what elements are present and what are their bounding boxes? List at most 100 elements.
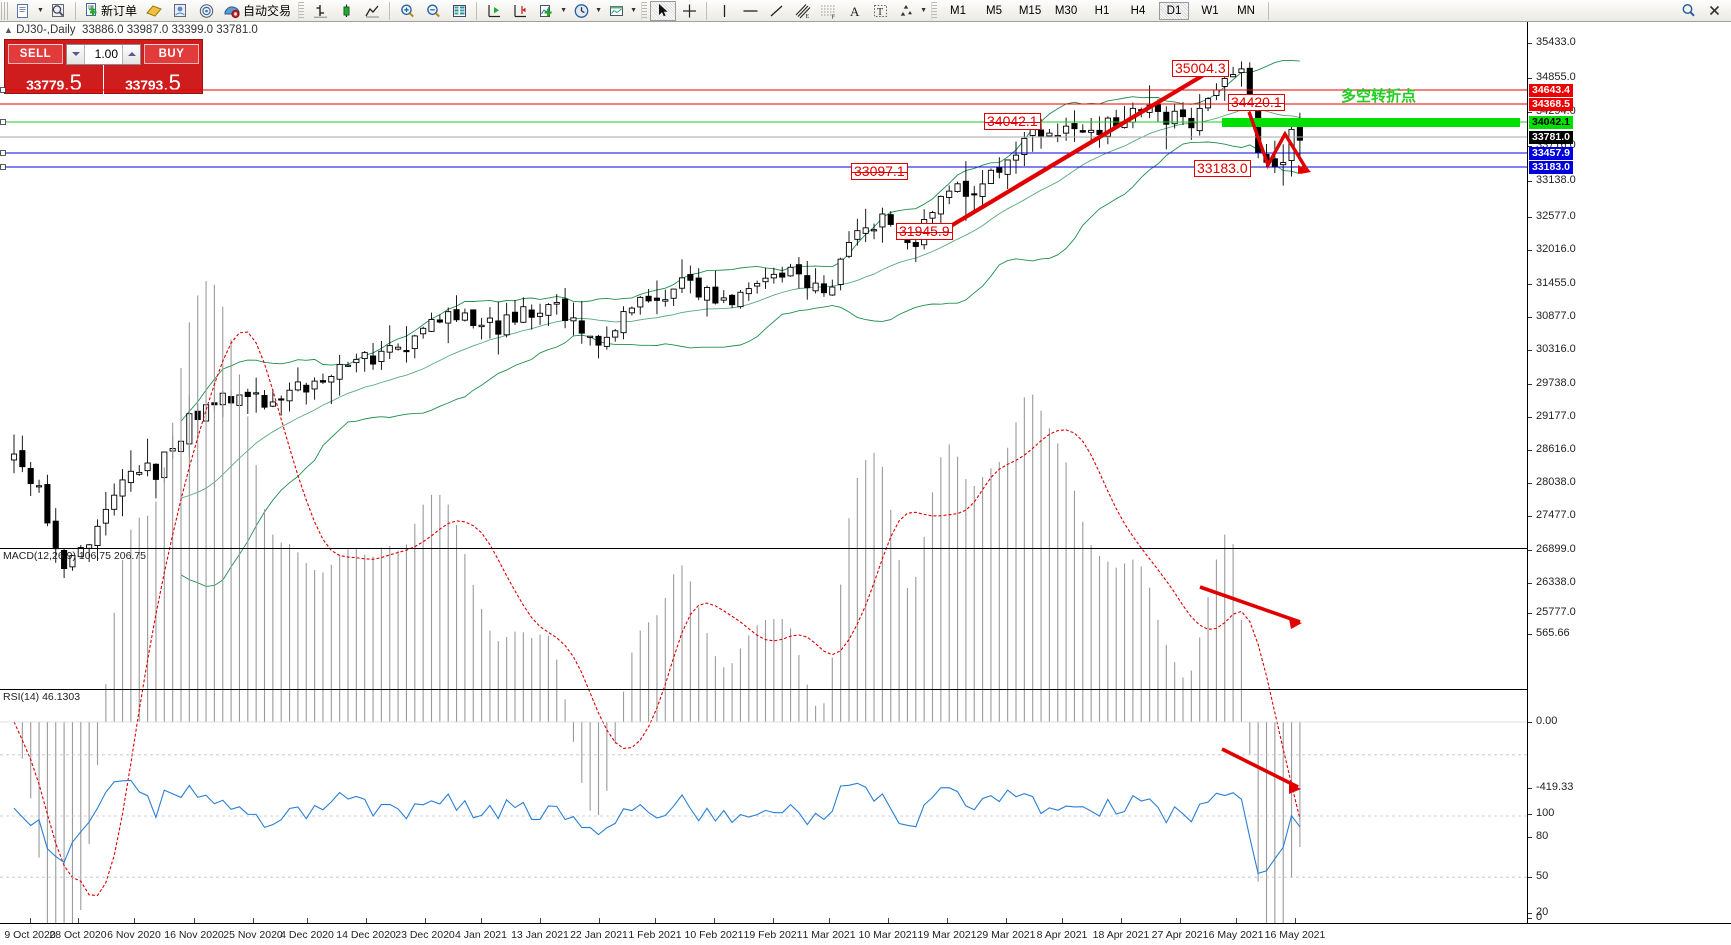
timeframe-h1[interactable]: H1 — [1094, 4, 1110, 17]
new-chart-icon[interactable] — [10, 1, 36, 21]
horizontal-line-icon[interactable] — [737, 1, 763, 21]
close-icon[interactable] — [1701, 1, 1727, 21]
cursor-icon[interactable] — [650, 0, 677, 21]
indicators-dropdown-icon[interactable]: ▼ — [560, 7, 567, 14]
chart-expand-icon[interactable]: ▲ — [4, 25, 13, 35]
data-window-icon[interactable] — [446, 1, 472, 21]
one-click-trading-panel: SELL 1.00 BUY 33779 . 5 33793 . 5 — [4, 39, 203, 94]
volume-value[interactable]: 1.00 — [94, 46, 118, 61]
date-tick-label: 4 Jan 2021 — [455, 929, 507, 941]
date-tick-mark — [773, 918, 774, 923]
price-level-label[interactable]: 34643.4 — [1529, 84, 1573, 97]
indicators-icon[interactable] — [533, 1, 559, 21]
timeframe-m15[interactable]: M15 — [1018, 4, 1042, 17]
volume-stepper[interactable]: 1.00 — [66, 43, 141, 65]
rsi-indicator-label: RSI(14) 46.1303 — [3, 691, 81, 703]
chart-symbol-header: ▲ DJ30-,Daily 33886.0 33987.0 33399.0 33… — [4, 24, 258, 36]
auto-trading-button[interactable]: 自动交易 — [219, 1, 295, 21]
rsi-subwindow-separator — [0, 689, 1527, 690]
price-level-label[interactable]: 34042.1 — [1529, 116, 1573, 129]
ann-33097[interactable]: 33097.1 — [851, 163, 908, 180]
date-tick-label: 16 Nov 2020 — [164, 929, 224, 941]
toolbar-separator-4 — [706, 1, 708, 20]
market-icon[interactable] — [167, 1, 193, 21]
date-tick-mark — [1006, 918, 1007, 923]
buy-button[interactable]: BUY — [144, 44, 199, 64]
fibonacci-icon[interactable]: F — [815, 1, 841, 21]
price-level-label[interactable]: 34368.5 — [1529, 98, 1573, 111]
shapes-icon[interactable] — [893, 1, 919, 21]
ann-31945[interactable]: 31945.9 — [896, 223, 953, 240]
price-axis[interactable]: 35433.0 34855.0 34294.0 33716.0 33138.0 32577… — [1527, 22, 1731, 923]
zoom-in-icon[interactable] — [394, 1, 420, 21]
toolbar-grip-2[interactable] — [298, 1, 305, 20]
bar-chart-icon[interactable] — [307, 1, 333, 21]
turning-point-note[interactable]: 多空转折点 — [1341, 87, 1417, 105]
date-tick-label: 4 Dec 2020 — [280, 929, 334, 941]
sell-price[interactable]: 33779 . 5 — [5, 65, 104, 94]
date-tick-label: 8 Apr 2021 — [1036, 929, 1088, 941]
date-tick-mark — [655, 918, 656, 923]
search-icon[interactable] — [1675, 1, 1701, 21]
timeframe-h4[interactable]: H4 — [1130, 4, 1146, 17]
chart-shift-icon[interactable] — [507, 1, 533, 21]
vertical-line-icon[interactable] — [711, 1, 737, 21]
date-tick-mark — [888, 918, 889, 923]
chart-container[interactable]: MACD(12,26,9) 106.75 206.75 RSI(14) 46.1… — [0, 22, 1731, 945]
line-chart-icon[interactable] — [359, 1, 385, 21]
toolbar-grip-3[interactable] — [641, 1, 648, 20]
timeframe-w1[interactable]: W1 — [1201, 4, 1219, 17]
price-level-label[interactable]: 33183.0 — [1529, 161, 1573, 174]
buy-price[interactable]: 33793 . 5 — [104, 65, 202, 94]
new-chart-dropdown-icon[interactable]: ▼ — [37, 7, 44, 14]
price-level-label[interactable]: 33781.0 — [1529, 131, 1573, 144]
timeframe-d1[interactable]: D1 — [1159, 1, 1190, 20]
oct-controls-row: SELL 1.00 BUY — [5, 40, 202, 65]
chart-profiles-icon[interactable] — [45, 1, 71, 21]
date-tick-label: 1 Mar 2021 — [802, 929, 856, 941]
text-label-icon[interactable]: T — [867, 1, 893, 21]
timeframe-mn[interactable]: MN — [1237, 4, 1255, 17]
date-tick-label: 6 Nov 2020 — [107, 929, 161, 941]
toolbar-grip-4[interactable] — [931, 1, 938, 20]
ann-34042[interactable]: 34042.1 — [984, 113, 1041, 130]
ann-35004[interactable]: 35004.3 — [1172, 60, 1229, 77]
svg-text:E: E — [805, 14, 809, 19]
equidistant-channel-icon[interactable]: E — [789, 1, 815, 21]
chart-ohlc-values: 33886.0 33987.0 33399.0 33781.0 — [81, 24, 258, 36]
date-axis[interactable]: 9 Oct 2020 28 Oct 2020 6 Nov 2020 16 Nov 20… — [0, 918, 1731, 945]
sell-button[interactable]: SELL — [8, 44, 63, 64]
candlestick-chart-icon[interactable] — [333, 1, 359, 21]
shapes-dropdown-icon[interactable]: ▼ — [920, 7, 927, 14]
zoom-out-icon[interactable] — [420, 1, 446, 21]
signals-icon[interactable] — [193, 1, 219, 21]
new-order-button[interactable]: 新订单 — [80, 1, 141, 21]
text-icon[interactable]: A — [841, 1, 867, 21]
templates-icon[interactable] — [603, 1, 629, 21]
volume-decrease-icon[interactable] — [67, 44, 85, 64]
price-level-label[interactable]: 33457.9 — [1529, 147, 1573, 160]
date-tick-mark — [30, 918, 31, 923]
timeframe-m5[interactable]: M5 — [986, 4, 1003, 17]
volume-increase-icon[interactable] — [122, 44, 140, 64]
date-tick-mark — [1236, 918, 1237, 923]
date-tick-mark — [540, 918, 541, 923]
auto-scroll-icon[interactable] — [481, 1, 507, 21]
buy-price-dot: . — [164, 78, 168, 93]
period-icon[interactable] — [568, 1, 594, 21]
ann-33183[interactable]: 33183.0 — [1194, 160, 1251, 177]
date-tick-mark — [425, 918, 426, 923]
period-dropdown-icon[interactable]: ▼ — [595, 7, 602, 14]
date-tick-mark — [714, 918, 715, 923]
chart-symbol-period: DJ30-,Daily — [16, 24, 76, 36]
timeframe-m30[interactable]: M30 — [1054, 4, 1078, 17]
trendline-icon[interactable] — [763, 1, 789, 21]
templates-dropdown-icon[interactable]: ▼ — [630, 7, 637, 14]
ann-34420[interactable]: 34420.1 — [1228, 94, 1285, 111]
date-tick-mark — [194, 918, 195, 923]
mql5-community-icon[interactable] — [141, 1, 167, 21]
crosshair-icon[interactable] — [676, 1, 702, 21]
chart-plot-area[interactable]: MACD(12,26,9) 106.75 206.75 RSI(14) 46.1… — [0, 22, 1527, 923]
toolbar-grip[interactable] — [1, 1, 8, 20]
timeframe-m1[interactable]: M1 — [950, 4, 967, 17]
